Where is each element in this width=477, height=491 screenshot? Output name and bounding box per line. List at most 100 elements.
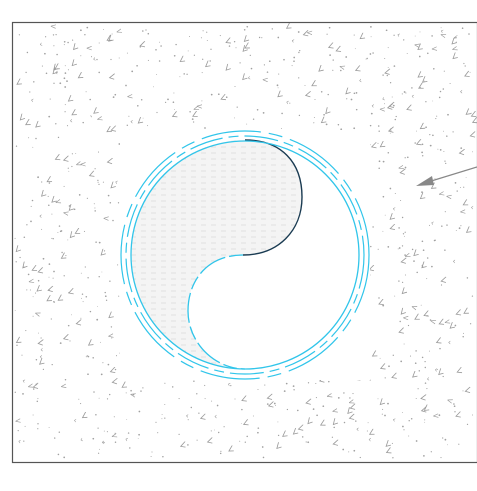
hatch-mark: ∠	[108, 180, 117, 191]
hatch-mark: ‹	[101, 438, 105, 447]
hatch-mark: ∠	[34, 283, 43, 293]
hatch-dot	[266, 403, 269, 405]
hatch-dot	[132, 393, 135, 396]
hatch-mark: ∠	[457, 146, 467, 157]
hatch-dot	[394, 295, 396, 297]
hatch-dot	[472, 151, 473, 153]
hatch-dot	[281, 112, 283, 115]
hatch-mark: ∠	[410, 369, 419, 379]
hatch-dot	[89, 98, 92, 101]
hatch-dot	[444, 160, 446, 162]
hatch-dot	[32, 414, 34, 416]
hatch-dot	[172, 101, 175, 103]
hatch-dot	[241, 408, 243, 411]
hatch-dot	[98, 448, 100, 450]
hatch-dot	[340, 128, 343, 131]
hatch-dot	[348, 451, 350, 453]
hatch-dot	[23, 236, 26, 238]
hatch-mark: ∠	[69, 58, 79, 69]
hatch-dot	[328, 380, 330, 383]
hatch-dot	[387, 246, 390, 248]
hatch-dot	[449, 82, 451, 85]
hatch-mark: ∠	[454, 307, 463, 317]
hatch-mark: ‹	[454, 32, 459, 41]
hatch-dot	[103, 441, 105, 444]
hatch-mark: <	[126, 92, 134, 102]
hatch-dot	[140, 98, 143, 101]
hatch-dot	[80, 55, 82, 57]
hatch-dot	[256, 109, 259, 111]
hatch-mark: <	[379, 105, 386, 114]
hatch-dot	[428, 350, 430, 352]
hatch-dot	[58, 431, 61, 433]
hatch-dot	[100, 373, 103, 376]
hatch-dot	[369, 124, 372, 127]
hatch-dot	[452, 131, 454, 133]
hatch-dot	[161, 418, 163, 420]
hatch-mark: <	[54, 197, 63, 208]
hatch-mark: ∠	[223, 62, 233, 73]
hatch-mark: ∠	[464, 225, 472, 235]
hatch-dot	[393, 65, 396, 67]
hatch-dot	[112, 219, 114, 222]
hatch-dot	[389, 82, 392, 84]
hatch-dot	[378, 167, 380, 170]
hatch-dot	[230, 384, 232, 387]
hatch-dot	[466, 277, 469, 279]
hatch-mark: ∠	[327, 41, 335, 51]
hatch-dot	[95, 414, 97, 416]
hatch-dot	[465, 177, 467, 178]
hatch-dot	[102, 362, 104, 364]
hatch-dot	[297, 31, 300, 33]
hatch-dot	[353, 449, 356, 452]
hatch-mark: ∠	[77, 71, 85, 80]
hatch-dot	[421, 191, 423, 193]
hatch-dot	[178, 398, 180, 400]
hatch-dot	[420, 304, 422, 306]
hatch-dot	[277, 421, 279, 423]
hatch-dot	[158, 60, 161, 62]
hatch-dot	[464, 65, 466, 67]
hatch-dot	[403, 343, 405, 345]
hatch-dot	[316, 414, 318, 417]
hatch-dot	[343, 392, 345, 394]
drawing-frame	[11, 21, 477, 464]
hatch-dot	[196, 393, 198, 395]
hatch-dot	[173, 92, 175, 94]
hatch-dot	[401, 411, 403, 413]
hatch-dot	[415, 350, 417, 352]
hatch-mark: ∠	[419, 392, 429, 403]
hatch-dot	[433, 68, 435, 70]
hatch-dot	[201, 72, 203, 74]
hatch-dot	[292, 385, 295, 387]
hatch-dot	[64, 378, 67, 381]
hatch-dot	[155, 49, 157, 51]
hatch-dot	[114, 93, 117, 96]
hatch-dot	[312, 408, 315, 410]
hatch-mark: ‹	[30, 95, 35, 104]
hatch-mark: ∠	[343, 86, 352, 97]
hatch-dot	[244, 441, 246, 443]
hatch-mark: ∠	[66, 202, 75, 213]
hatch-dot	[113, 416, 115, 418]
hatch-mark: ∠	[138, 39, 147, 49]
hatch-dot	[87, 373, 89, 376]
hatch-dot	[210, 430, 212, 432]
hatch-dot	[387, 402, 389, 405]
hatch-mark: <	[397, 162, 406, 172]
hatch-dot	[37, 428, 39, 430]
hatch-dot	[454, 411, 456, 413]
hatch-mark: ∠	[239, 72, 249, 83]
hatch-dot	[32, 315, 34, 317]
hatch-dot	[384, 57, 386, 60]
hatch-mark: ∠	[88, 169, 96, 179]
hatch-dot	[29, 91, 31, 93]
hatch-dot	[337, 397, 340, 399]
hatch-dot	[41, 228, 43, 230]
hatch-mark: ‹	[130, 117, 134, 126]
hatch-dot	[436, 369, 438, 370]
hatch-mark: ∠	[19, 260, 29, 271]
hatch-dot	[140, 390, 142, 392]
hatch-dot	[353, 92, 356, 95]
hatch-dot	[103, 250, 106, 252]
